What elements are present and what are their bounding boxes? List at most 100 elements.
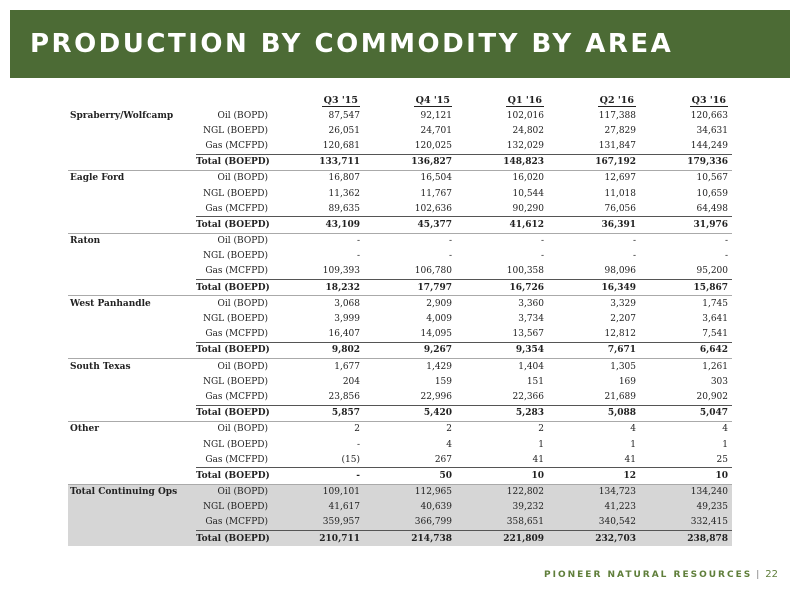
- metric-label: Oil (BOPD): [217, 110, 268, 121]
- value-cell: 41,223: [548, 499, 640, 515]
- value-cell: -: [356, 439, 360, 450]
- company-name: PIONEER NATURAL RESOURCES: [544, 570, 753, 580]
- value-cell: 106,780: [414, 266, 452, 277]
- value-cell: 359,957: [272, 514, 364, 531]
- metric-label: Oil (BOPD): [217, 424, 268, 435]
- metric-label: Total (BOEPD): [196, 279, 272, 297]
- metric-label: Oil (BOPD): [217, 361, 268, 372]
- page-title: PRODUCTION BY COMMODITY BY AREA: [30, 29, 674, 59]
- value-cell: 18,232: [272, 279, 364, 297]
- value-cell: 43,109: [272, 216, 364, 234]
- table-row: South Texas Oil (BOPD) 1,677 1,429 1,404 1,30…: [68, 359, 732, 375]
- value-cell: 36,391: [548, 216, 640, 234]
- value-cell: 15,867: [640, 279, 732, 297]
- table-row: Gas (MCFPD) 16,407 14,095 13,567 12,812 7,541: [68, 327, 732, 343]
- metric-label: Gas (MCFPD): [205, 140, 268, 151]
- value-cell: 102,636: [414, 203, 452, 214]
- metric-label: NGL (BOEPD): [203, 314, 268, 325]
- metric-label: Oil (BOPD): [217, 173, 268, 184]
- table-header-row: Q3 '15 Q4 '15 Q1 '16 Q2 '16 Q3 '16: [68, 93, 732, 108]
- value-cell: -: [632, 236, 636, 247]
- area-name: West Panhandle: [70, 298, 151, 309]
- metric-label: Gas (MCFPD): [196, 514, 272, 531]
- value-cell: 267: [434, 454, 452, 465]
- value-cell: 1: [722, 439, 728, 450]
- value-cell: 22,366: [512, 391, 545, 402]
- value-cell: 134,240: [640, 484, 732, 500]
- value-cell: 95,200: [696, 266, 729, 277]
- value-cell: 10,544: [512, 188, 545, 199]
- area-name: Raton: [70, 236, 101, 247]
- table-row: Gas (MCFPD) (15) 267 41 41 25: [68, 452, 732, 468]
- value-cell: 31,976: [640, 216, 732, 234]
- table-row: Other Oil (BOPD) 2 2 2 4 4: [68, 421, 732, 437]
- value-cell: 12: [548, 467, 640, 485]
- value-cell: 92,121: [420, 110, 453, 121]
- value-cell: 112,965: [364, 484, 456, 500]
- value-cell: 34,631: [696, 125, 729, 136]
- value-cell: 2,207: [610, 314, 636, 325]
- value-cell: 133,711: [272, 153, 364, 171]
- value-cell: (15): [341, 454, 360, 465]
- value-cell: 120,663: [690, 110, 728, 121]
- value-cell: 45,377: [364, 216, 456, 234]
- value-cell: 64,498: [696, 203, 729, 214]
- value-cell: 148,823: [456, 153, 548, 171]
- table-row: Gas (MCFPD) 89,635 102,636 90,290 76,056 64,4…: [68, 201, 732, 217]
- table-row: NGL (BOEPD) 204 159 151 169 303: [68, 374, 732, 389]
- table-row: NGL (BOEPD) 26,051 24,701 24,802 27,829 34,63…: [68, 123, 732, 138]
- table-row: Total (BOEPD) 43,109 45,377 41,612 36,391 31,…: [68, 216, 732, 234]
- value-cell: 214,738: [364, 530, 456, 547]
- metric-label: NGL (BOEPD): [203, 376, 268, 387]
- table-row: Gas (MCFPD) 109,393 106,780 100,358 98,096 95…: [68, 264, 732, 280]
- area-group: Spraberry/Wolfcamp Oil (BOPD) 87,547 92,121…: [68, 108, 732, 171]
- metric-label: Gas (MCFPD): [205, 266, 268, 277]
- value-cell: 16,807: [328, 173, 361, 184]
- value-cell: 109,393: [322, 266, 360, 277]
- value-cell: 10,567: [696, 173, 729, 184]
- table-row: NGL (BOEPD) 11,362 11,767 10,544 11,018 10,65…: [68, 186, 732, 201]
- value-cell: 1: [630, 439, 636, 450]
- value-cell: 9,354: [456, 341, 548, 360]
- table-row: Total (BOEPD) 210,711 214,738 221,809 232,70…: [68, 530, 732, 547]
- value-cell: 9,267: [364, 341, 456, 360]
- value-cell: 87,547: [328, 110, 361, 121]
- value-cell: 16,349: [548, 279, 640, 297]
- table-row: Total (BOEPD) 18,232 17,797 16,726 16,349 15,…: [68, 279, 732, 297]
- value-cell: 2: [538, 424, 544, 435]
- value-cell: 10: [640, 467, 732, 485]
- value-cell: 2: [446, 424, 452, 435]
- value-cell: 11,018: [604, 188, 637, 199]
- area-group: Eagle Ford Oil (BOPD) 16,807 16,504 16,020 12…: [68, 170, 732, 234]
- value-cell: 303: [710, 376, 728, 387]
- value-cell: 10: [456, 467, 548, 485]
- value-cell: 76,056: [604, 203, 637, 214]
- value-cell: 9,802: [272, 341, 364, 360]
- value-cell: 159: [434, 376, 452, 387]
- column-header: Q3 '15: [321, 95, 360, 107]
- value-cell: 4: [722, 424, 728, 435]
- value-cell: 1,677: [334, 361, 360, 372]
- area-group: West Panhandle Oil (BOPD) 3,068 2,909 3,360 3…: [68, 296, 732, 360]
- value-cell: -: [540, 251, 544, 262]
- value-cell: 16,726: [456, 279, 548, 297]
- value-cell: 1,305: [610, 361, 636, 372]
- metric-label: Gas (MCFPD): [205, 203, 268, 214]
- metric-label: NGL (BOEPD): [203, 251, 268, 262]
- value-cell: 21,689: [604, 391, 637, 402]
- value-cell: 169: [618, 376, 636, 387]
- table-row: Gas (MCFPD) 23,856 22,996 22,366 21,689 20,90…: [68, 389, 732, 405]
- table-row: Total (BOEPD) 133,711 136,827 148,823 167,19…: [68, 153, 732, 171]
- metric-label: NGL (BOEPD): [203, 125, 268, 136]
- value-cell: 210,711: [272, 530, 364, 547]
- table-row: Total (BOEPD) 9,802 9,267 9,354 7,671 6,642: [68, 341, 732, 360]
- metric-label: Oil (BOPD): [217, 298, 268, 309]
- value-cell: -: [540, 236, 544, 247]
- value-cell: 89,635: [328, 203, 361, 214]
- metric-label: Gas (MCFPD): [205, 329, 268, 340]
- metric-label: NGL (BOEPD): [196, 499, 272, 515]
- metric-label: Gas (MCFPD): [205, 454, 268, 465]
- value-cell: -: [448, 251, 452, 262]
- value-cell: 41,617: [272, 499, 364, 515]
- table-row: Spraberry/Wolfcamp Oil (BOPD) 87,547 92,121…: [68, 108, 732, 123]
